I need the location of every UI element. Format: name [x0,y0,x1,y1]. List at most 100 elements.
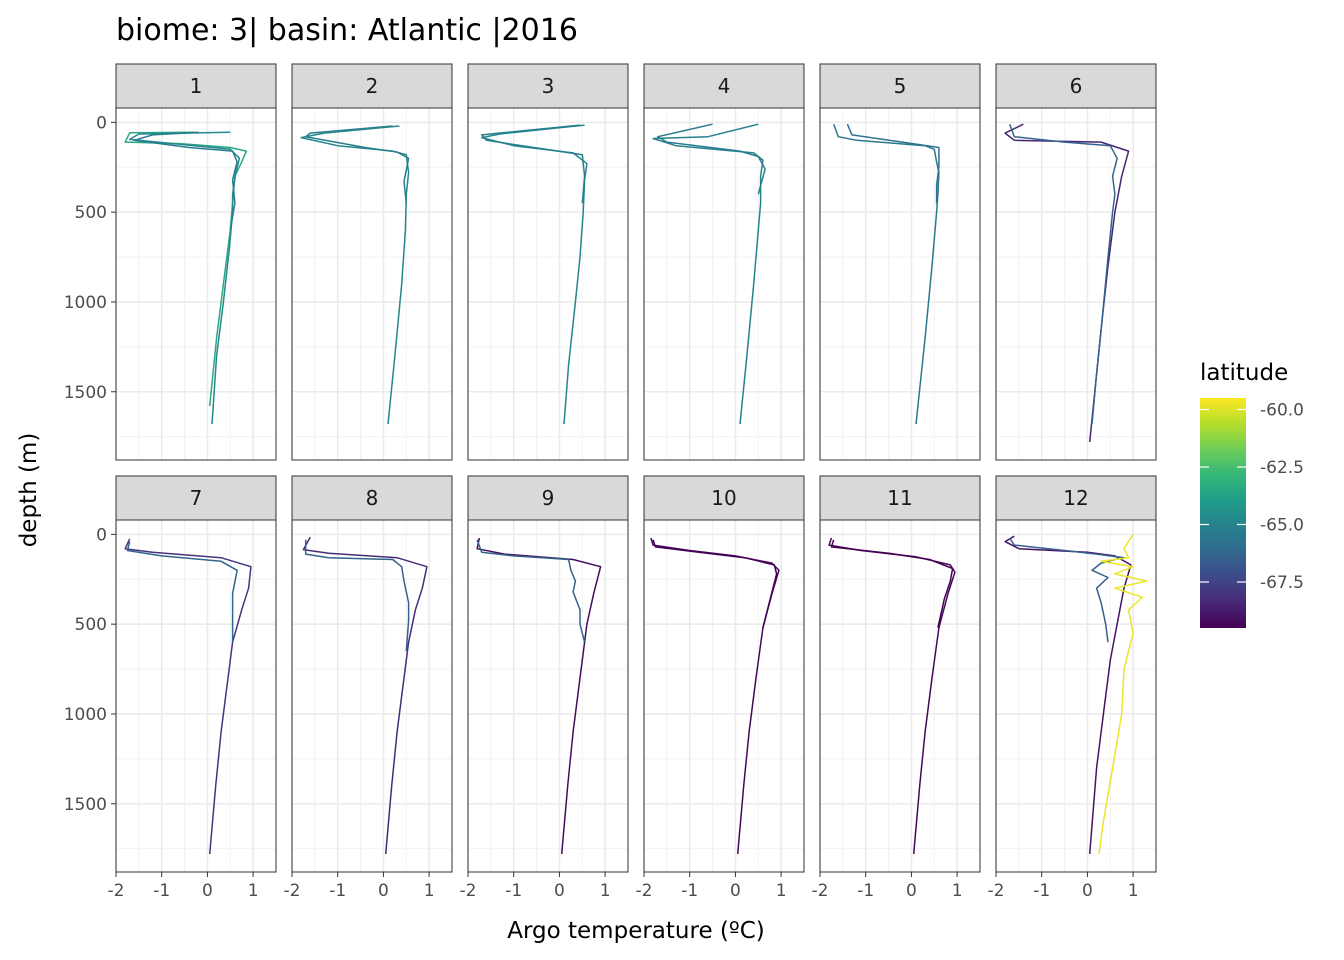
x-tick-label: -1 [681,881,698,901]
facet-strip-label: 4 [718,74,731,98]
profile-line [652,123,764,425]
facet-strip-label: 7 [190,486,203,510]
x-tick-label: -1 [153,881,170,901]
legend-label: -65.0 [1260,516,1304,536]
facet-strip-label: 9 [542,486,555,510]
y-tick-label: 1000 [64,293,107,313]
profile-line [832,123,940,425]
y-tick-label: 0 [96,525,107,545]
x-tick-label: -1 [329,881,346,901]
x-tick-label: -2 [284,881,301,901]
panel-border [115,519,277,873]
profile-line [830,539,954,628]
profile-line [1009,537,1125,643]
x-tick-label: -2 [108,881,125,901]
panel-background [292,108,452,460]
facet-panel-3: 3 [467,63,629,461]
facet-panel-7: 7 0 500 1000 1500 -2 -1 0 1 [64,475,277,901]
panel-border [467,107,629,461]
legend-title: latitude [1200,360,1288,386]
facet-panel-2: 2 [291,63,453,461]
panel-background [468,520,628,872]
facet-strip [291,63,453,109]
x-tick-label: 0 [554,881,565,901]
facet-panel-9: 9 -2 -1 0 1 [460,475,629,901]
panel-border [291,107,453,461]
y-axis-title: depth (m) [16,433,42,548]
facet-panel-1: 1 0 500 1000 1500 [64,63,277,461]
panel-background [820,520,980,872]
facet-strip-label: 12 [1063,486,1088,510]
legend-label: -60.0 [1260,401,1304,421]
panel-background [996,520,1156,872]
facet-panel-5: 5 [819,63,981,461]
panel-border [467,519,629,873]
facet-strip-label: 5 [894,74,907,98]
y-tick-label: 500 [75,203,107,223]
facet-strip [819,63,981,109]
facet-strip-label: 6 [1070,74,1083,98]
profile-line [480,124,586,204]
y-tick-label: 1000 [64,705,107,725]
profile-line [476,537,602,855]
legend-colorbar [1200,398,1246,628]
facet-strip [995,475,1157,521]
x-tick-label: -1 [505,881,522,901]
x-tick-label: -1 [857,881,874,901]
x-tick-label: -2 [988,881,1005,901]
y-tick-label: 500 [75,615,107,635]
panel-border [643,519,805,873]
panel-background [468,108,628,460]
facet-panel-6: 6 [995,63,1157,461]
panel-background [820,108,980,460]
panel-background [116,108,276,460]
panel-border [995,107,1157,461]
facet-strip [291,475,453,521]
x-tick-label: 0 [378,881,389,901]
panel-border [115,107,277,461]
facet-strip-label: 10 [711,486,736,510]
profile-line [128,131,241,425]
x-tick-label: 1 [600,881,611,901]
y-tick-label: 0 [96,113,107,133]
panel-border [291,519,453,873]
x-tick-label: 0 [202,881,213,901]
x-tick-label: 1 [424,881,435,901]
facet-strip [995,63,1157,109]
x-tick-label: -2 [812,881,829,901]
facet-strip-label: 11 [887,486,912,510]
facet-panel-12: 12 -2 -1 0 1 [988,475,1157,901]
panel-background [644,108,804,460]
profile-line [304,125,410,204]
facet-panel-11: 11 -2 -1 0 1 [812,475,981,901]
profile-line [133,131,238,231]
facet-panel-8: 8 -2 -1 0 1 [284,475,453,901]
profile-line [650,537,780,855]
profile-line [476,539,586,643]
legend: latitude -60.0 -62.5 -65.0 -67.5 [1200,360,1304,628]
legend-label: -67.5 [1260,573,1304,593]
facet-strip-label: 3 [542,74,555,98]
profile-line [302,536,428,855]
facet-strip-label: 8 [366,486,379,510]
x-axis-title: Argo temperature (ºC) [507,918,765,944]
facet-strip [643,63,805,109]
panel-border [819,107,981,461]
facet-strip [643,475,805,521]
profile-line [124,131,248,407]
facet-panel-10: 10 -2 -1 0 1 [636,475,805,901]
y-tick-label: 1500 [64,383,107,403]
facet-panel-4: 4 [643,63,805,461]
profile-line [652,539,778,628]
panel-border [643,107,805,461]
profile-line [1098,533,1148,855]
facet-strip [115,63,277,109]
panel-background [996,108,1156,460]
profile-line [480,124,588,425]
profile-line [304,539,410,652]
facet-strip [819,475,981,521]
x-tick-label: 0 [730,881,741,901]
panel-background [116,520,276,872]
